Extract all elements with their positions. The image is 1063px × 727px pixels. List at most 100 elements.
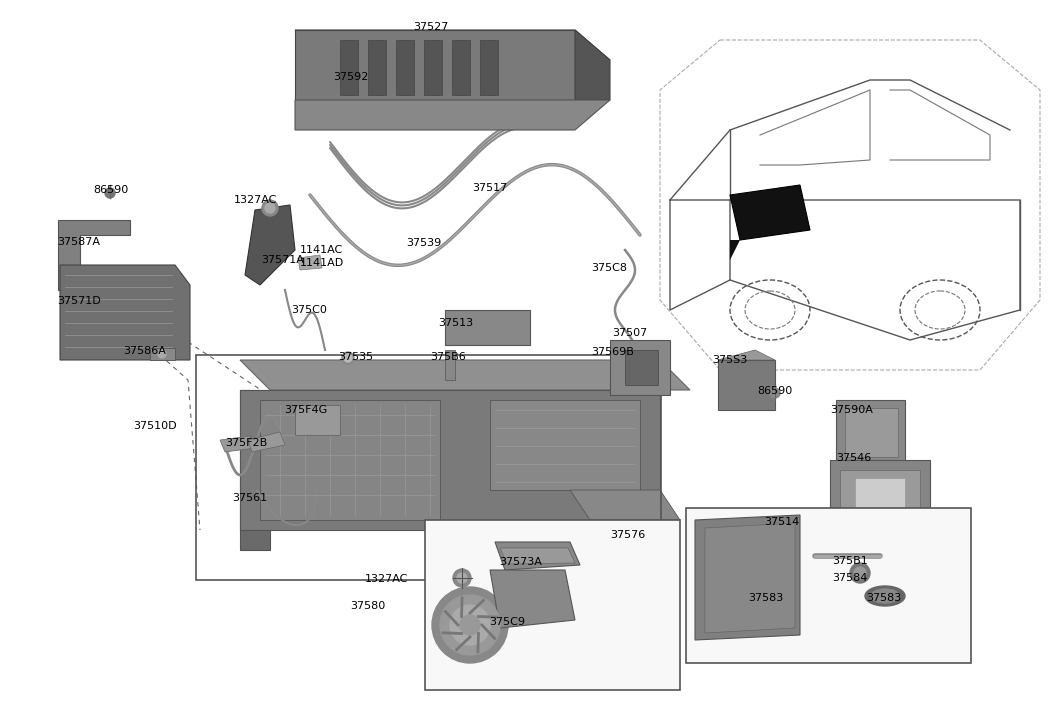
Text: 37517: 37517 (472, 183, 507, 193)
Polygon shape (220, 436, 255, 452)
Polygon shape (60, 265, 190, 360)
Text: 375B1: 375B1 (832, 556, 867, 566)
Polygon shape (240, 390, 660, 530)
Circle shape (457, 573, 467, 583)
Polygon shape (240, 390, 270, 550)
Text: 37584: 37584 (832, 573, 867, 583)
Polygon shape (240, 360, 690, 390)
Ellipse shape (740, 586, 780, 606)
Ellipse shape (746, 589, 774, 603)
Polygon shape (500, 548, 575, 564)
Circle shape (344, 354, 352, 362)
Polygon shape (490, 400, 640, 490)
Polygon shape (730, 185, 810, 240)
Polygon shape (248, 432, 285, 452)
Circle shape (453, 569, 471, 587)
Text: 37510D: 37510D (133, 421, 176, 431)
Text: 37546: 37546 (836, 453, 872, 463)
Text: 375B6: 375B6 (431, 352, 466, 362)
Polygon shape (855, 478, 905, 522)
Polygon shape (695, 515, 800, 640)
Text: 37587A: 37587A (57, 237, 100, 247)
Circle shape (261, 200, 279, 216)
Polygon shape (296, 30, 575, 100)
Text: 37576: 37576 (610, 530, 645, 540)
Text: 37569B: 37569B (591, 347, 634, 357)
Circle shape (158, 350, 166, 358)
Polygon shape (58, 220, 130, 290)
Polygon shape (730, 240, 740, 260)
Text: 375S3: 375S3 (712, 355, 747, 365)
Bar (686, 508, 971, 663)
Text: 37571A: 37571A (261, 255, 304, 265)
Text: 37583: 37583 (748, 593, 783, 603)
Text: 37507: 37507 (612, 328, 647, 338)
Text: 37513: 37513 (438, 318, 473, 328)
Polygon shape (368, 40, 386, 95)
Circle shape (450, 605, 490, 645)
Polygon shape (424, 40, 442, 95)
Polygon shape (296, 30, 610, 60)
Bar (196, 355, 661, 580)
Circle shape (850, 563, 870, 583)
Text: 37590A: 37590A (830, 405, 873, 415)
Polygon shape (610, 340, 670, 395)
Polygon shape (840, 470, 919, 530)
Polygon shape (296, 405, 340, 435)
Circle shape (105, 188, 115, 198)
Text: 37514: 37514 (764, 517, 799, 527)
Polygon shape (836, 400, 905, 465)
Text: 375F4G: 375F4G (284, 405, 327, 415)
Polygon shape (340, 40, 358, 95)
Polygon shape (244, 205, 296, 285)
Text: 37539: 37539 (406, 238, 441, 248)
Text: 37583: 37583 (866, 593, 901, 603)
Polygon shape (298, 255, 322, 270)
Text: 375F2B: 375F2B (225, 438, 267, 448)
Text: 1141AD: 1141AD (300, 258, 344, 268)
Text: 375C8: 375C8 (591, 263, 627, 273)
Circle shape (770, 388, 780, 398)
Circle shape (342, 352, 354, 364)
Polygon shape (718, 360, 775, 410)
Polygon shape (718, 350, 775, 360)
Polygon shape (296, 100, 610, 130)
Text: 37527: 37527 (414, 22, 449, 32)
Polygon shape (495, 542, 580, 570)
Ellipse shape (871, 589, 899, 603)
Circle shape (854, 567, 866, 579)
Text: 86590: 86590 (757, 386, 792, 396)
Polygon shape (845, 408, 898, 457)
Circle shape (265, 203, 275, 213)
Text: 37573A: 37573A (499, 557, 542, 567)
Bar (425, 520, 680, 690)
Text: 375C9: 375C9 (489, 617, 525, 627)
Polygon shape (260, 400, 440, 520)
Text: 37580: 37580 (350, 601, 385, 611)
Polygon shape (396, 40, 414, 95)
Polygon shape (570, 490, 680, 520)
Polygon shape (625, 350, 658, 385)
Polygon shape (445, 350, 455, 380)
Polygon shape (570, 520, 590, 555)
Ellipse shape (865, 586, 905, 606)
Polygon shape (575, 30, 610, 100)
Text: 37571D: 37571D (57, 296, 101, 306)
Text: 37561: 37561 (232, 493, 267, 503)
Circle shape (432, 587, 508, 663)
Text: 37592: 37592 (333, 72, 369, 82)
Polygon shape (830, 460, 930, 540)
Polygon shape (452, 40, 470, 95)
Polygon shape (150, 348, 175, 360)
Text: 37535: 37535 (338, 352, 373, 362)
Text: 1327AC: 1327AC (234, 195, 277, 205)
Polygon shape (445, 310, 530, 345)
Text: 375C0: 375C0 (291, 305, 327, 315)
Circle shape (460, 615, 480, 635)
Polygon shape (705, 523, 795, 633)
Text: 1327AC: 1327AC (365, 574, 408, 584)
Text: 86590: 86590 (92, 185, 129, 195)
Text: 1141AC: 1141AC (300, 245, 343, 255)
Polygon shape (490, 570, 575, 628)
Polygon shape (480, 40, 497, 95)
